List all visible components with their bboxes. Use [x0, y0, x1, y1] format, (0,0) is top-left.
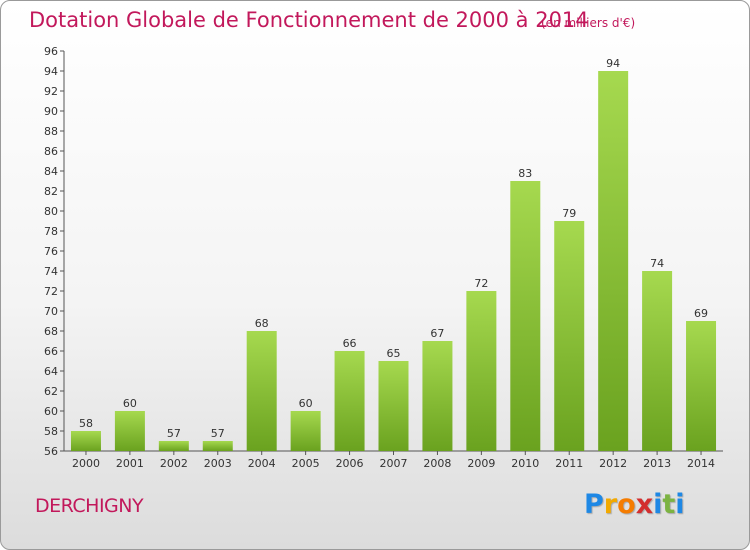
data-label: 68	[255, 317, 269, 330]
x-tick-label: 2010	[511, 457, 539, 470]
logo-letter: P	[584, 489, 604, 520]
bar[interactable]	[202, 441, 233, 451]
logo-letter: i	[675, 489, 685, 520]
data-label: 66	[343, 337, 357, 350]
bars	[70, 71, 717, 451]
x-tick-label: 2001	[116, 457, 144, 470]
logo-letter: t	[662, 489, 676, 520]
y-tick-label: 56	[44, 445, 58, 458]
x-tick-label: 2012	[599, 457, 627, 470]
data-label: 72	[474, 277, 488, 290]
data-label: 94	[606, 57, 620, 70]
proxiti-logo[interactable]: Proxiti	[584, 489, 685, 520]
data-label: 67	[430, 327, 444, 340]
y-tick-label: 86	[44, 145, 58, 158]
x-tick-label: 2008	[423, 457, 451, 470]
y-tick-label: 84	[44, 165, 58, 178]
x-tick-label: 2006	[336, 457, 364, 470]
bar[interactable]	[510, 181, 541, 451]
bar[interactable]	[686, 321, 717, 451]
logo-letter: x	[635, 489, 654, 520]
data-label: 69	[694, 307, 708, 320]
x-tick-label: 2005	[292, 457, 320, 470]
x-tick-label: 2013	[643, 457, 671, 470]
bar[interactable]	[114, 411, 145, 451]
data-label: 83	[518, 167, 532, 180]
data-label: 74	[650, 257, 664, 270]
bar[interactable]	[466, 291, 497, 451]
y-tick-label: 94	[44, 65, 58, 78]
bar[interactable]	[290, 411, 321, 451]
y-tick-label: 62	[44, 385, 58, 398]
chart-unit: (en milliers d'€)	[541, 16, 636, 30]
logo-letter: r	[603, 489, 618, 520]
bar[interactable]	[158, 441, 189, 451]
chart-title: Dotation Globale de Fonctionnement de 20…	[29, 8, 589, 32]
data-label: 57	[211, 427, 225, 440]
data-label: 79	[562, 207, 576, 220]
x-tick-label: 2004	[248, 457, 276, 470]
data-label: 65	[387, 347, 401, 360]
y-tick-label: 66	[44, 345, 58, 358]
y-tick-label: 80	[44, 205, 58, 218]
data-label: 57	[167, 427, 181, 440]
bar[interactable]	[554, 221, 585, 451]
y-tick-label: 58	[44, 425, 58, 438]
data-label: 60	[123, 397, 137, 410]
y-tick-label: 90	[44, 105, 58, 118]
data-label: 60	[299, 397, 313, 410]
commune-name: DERCHIGNY	[35, 495, 144, 517]
y-tick-label: 72	[44, 285, 58, 298]
data-label: 58	[79, 417, 93, 430]
x-tick-label: 2007	[380, 457, 408, 470]
bar[interactable]	[334, 351, 365, 451]
y-tick-label: 70	[44, 305, 58, 318]
bar[interactable]	[422, 341, 453, 451]
bar[interactable]	[642, 271, 673, 451]
y-tick-label: 68	[44, 325, 58, 338]
axes: 56 58 60 62 64 66 68 70 72 74 76 78 80 82 84 86 88 90 92 94…	[44, 45, 723, 470]
data-labels: 58 60 57 57 68 60 66 65 67 72 83 79 94 74 69	[79, 57, 708, 440]
logo-letter: o	[617, 489, 636, 520]
bar[interactable]	[70, 431, 101, 451]
y-tick-label: 96	[44, 45, 58, 58]
y-tick-label: 64	[44, 365, 58, 378]
bar[interactable]	[246, 331, 277, 451]
x-tick-label: 2000	[72, 457, 100, 470]
y-tick-label: 92	[44, 85, 58, 98]
x-tick-label: 2011	[555, 457, 583, 470]
x-tick-label: 2009	[467, 457, 495, 470]
x-tick-label: 2003	[204, 457, 232, 470]
y-tick-label: 74	[44, 265, 58, 278]
y-tick-label: 88	[44, 125, 58, 138]
y-tick-label: 60	[44, 405, 58, 418]
y-tick-label: 78	[44, 225, 58, 238]
bar[interactable]	[598, 71, 629, 451]
y-tick-label: 76	[44, 245, 58, 258]
x-tick-label: 2002	[160, 457, 188, 470]
bar[interactable]	[378, 361, 409, 451]
logo-letter: i	[653, 489, 663, 520]
x-tick-label: 2014	[687, 457, 715, 470]
y-tick-label: 82	[44, 185, 58, 198]
